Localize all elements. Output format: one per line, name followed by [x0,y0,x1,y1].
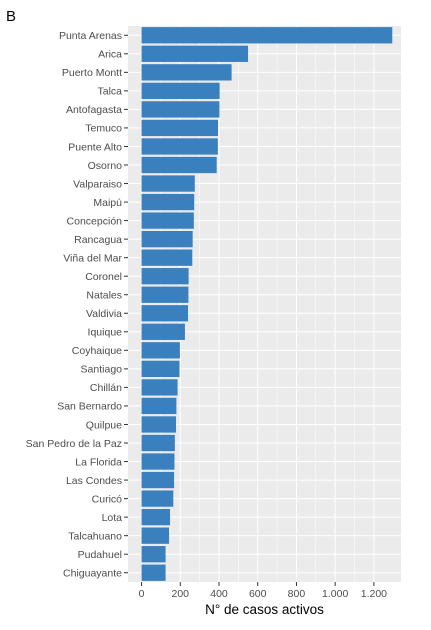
x-tick-label: 1.200 [361,588,387,600]
category-label: Antofagasta [66,104,122,116]
category-label: Las Condes [66,475,122,487]
bar [141,101,220,118]
y-axis-labels: Punta Arenas Arica Puerto Montt Talca Antofa… [26,30,128,580]
bar [141,453,175,470]
category-label: Temuco [85,123,122,135]
x-tick-label: 0 [139,588,145,600]
x-tick-label: 200 [172,588,190,600]
x-tick-label: 800 [288,588,306,600]
category-label: Valdivia [86,308,122,320]
grid-lines [128,26,401,582]
category-label: Iquique [88,327,123,339]
category-label: Coyhaique [72,345,122,357]
x-axis-title: N° de casos activos [205,602,324,617]
bar [141,82,220,100]
category-label: Viña del Mar [63,252,122,264]
category-label: La Florida [75,456,122,468]
category-label: San Pedro de la Paz [26,438,122,450]
bar [141,323,185,340]
bar [141,138,218,155]
x-tick-label: 600 [249,588,267,600]
x-tick-label: 400 [210,588,228,600]
bar [141,527,170,544]
category-label: Valparaiso [73,178,122,190]
bar [141,45,249,62]
bar [141,64,232,81]
category-label: Concepción [67,215,123,227]
category-label: Arica [98,49,122,61]
bar [141,119,219,137]
bar [141,342,180,359]
bar [141,249,193,266]
category-label: Coronel [85,271,122,283]
bar [141,434,175,452]
bar [141,305,189,322]
bar [141,508,171,526]
bar [141,546,166,563]
bar [141,397,177,415]
bars [141,27,393,581]
bar [141,564,166,581]
category-label: Osorno [88,160,123,172]
category-label: Chiguayante [63,568,122,580]
bar [141,360,180,378]
category-label: Talca [97,86,122,98]
category-label: Natales [86,290,122,302]
category-label: Curicó [92,493,123,505]
category-label: Rancagua [74,234,122,246]
category-label: Lota [102,512,123,524]
bar [141,156,217,174]
plot-panel [128,26,401,582]
category-label: Talcahuano [68,530,122,542]
category-label: Quilpue [86,419,122,431]
bar [141,490,174,507]
bar [141,27,393,44]
bar [141,379,178,396]
bar [141,193,195,211]
bar [141,471,175,489]
category-label: Chillán [90,382,122,394]
category-label: Santiago [81,364,123,376]
bar [141,175,195,192]
bar [141,230,193,248]
category-label: San Bernardo [57,401,122,413]
bar [141,416,177,433]
bar [141,268,189,285]
x-axis-ticks: 0 200 400 600 800 1.000 1.200 [139,582,387,600]
bar [141,212,194,229]
panel-tag: B [6,8,16,25]
category-label: Puente Alto [68,141,122,153]
category-label: Pudahuel [78,549,122,561]
category-label: Punta Arenas [59,30,122,42]
category-label: Maipú [93,197,122,209]
category-label: Puerto Montt [62,67,122,79]
bar [141,286,189,303]
x-tick-label: 1.000 [322,588,348,600]
